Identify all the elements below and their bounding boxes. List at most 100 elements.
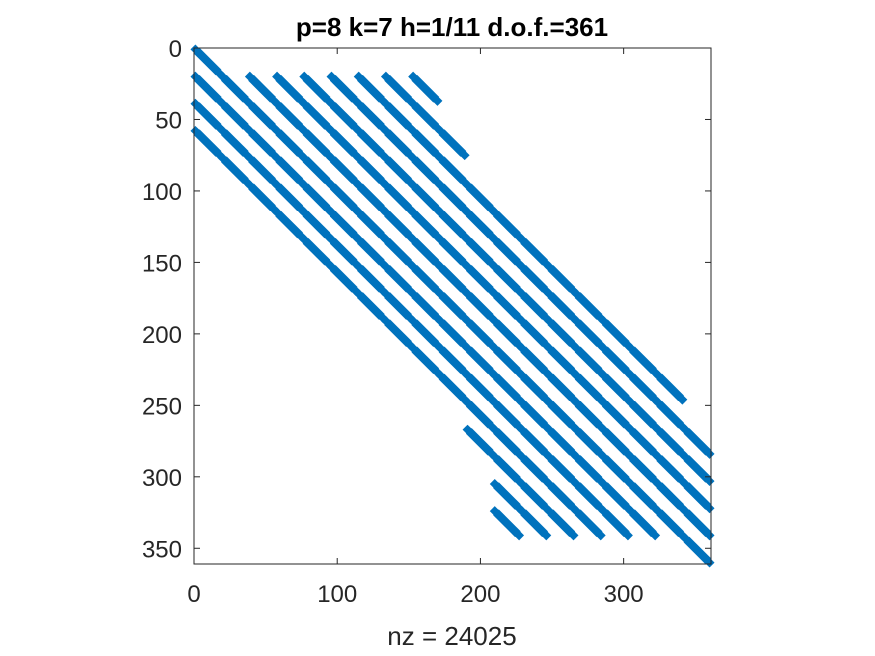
nonzero-diagonal-8-10	[462, 261, 497, 296]
y-tick-label: 0	[169, 36, 182, 63]
nonzero-diagonal-5-5	[326, 180, 361, 215]
x-axis-label: nz = 24025	[387, 621, 516, 651]
nonzero-diagonal-16-17	[653, 479, 688, 514]
nonzero-diagonal-11-14	[571, 343, 606, 378]
nonzero-diagonal-4-8	[408, 153, 443, 188]
nonzero-diagonal-15-15	[598, 451, 633, 487]
nonzero-diagonal-1-7	[380, 71, 416, 106]
nonzero-diagonal-3-1	[217, 125, 252, 161]
nonzero-diagonal-16-11	[489, 479, 525, 514]
nonzero-diagonal-17-12	[517, 506, 552, 541]
nonzero-diagonal-5-7	[380, 180, 416, 215]
nonzero-diagonal-12-11	[489, 370, 525, 405]
nonzero-diagonal-9-9	[435, 288, 470, 324]
nonzero-diagonal-8-7	[380, 261, 416, 296]
nonzero-diagonal-15-11	[489, 451, 525, 487]
nonzero-diagonal-6-8	[408, 207, 443, 242]
nonzero-diagonal-17-13	[544, 506, 579, 541]
nonzero-diagonal-14-18	[680, 424, 715, 459]
nonzero-diagonal-5-6	[353, 180, 388, 215]
nonzero-diagonal-12-14	[571, 370, 606, 405]
nonzero-diagonal-14-13	[544, 424, 579, 459]
nonzero-diagonal-4-1	[217, 153, 252, 188]
nonzero-diagonal-15-17	[653, 451, 688, 487]
x-tick-label: 100	[317, 581, 357, 608]
nonzero-diagonal-8-13	[544, 261, 579, 296]
axes-box	[193, 47, 712, 565]
nonzero-diagonal-17-15	[598, 506, 633, 541]
nonzero-diagonal-3-7	[380, 125, 416, 161]
nonzero-diagonal-9-12	[517, 288, 552, 324]
nonzero-diagonal-12-12	[517, 370, 552, 405]
nonzero-diagonal-2-8	[408, 98, 443, 133]
nonzero-diagonal-1-6	[353, 71, 388, 106]
nonzero-diagonal-2-6	[353, 98, 388, 133]
nonzero-diagonal-4-4	[299, 153, 334, 188]
nonzero-diagonal-17-18	[680, 506, 715, 541]
nonzero-diagonal-4-6	[353, 153, 388, 188]
nonzero-diagonal-9-13	[544, 288, 579, 324]
nonzero-diagonal-17-11	[489, 506, 525, 541]
nonzero-diagonal-6-4	[299, 207, 334, 242]
nonzero-diagonal-9-10	[462, 288, 497, 324]
nonzero-diagonal-14-12	[517, 424, 552, 459]
nonzero-diagonal-8-12	[517, 261, 552, 296]
nonzero-diagonal-12-15	[598, 370, 633, 405]
nonzero-diagonal-7-12	[517, 234, 552, 269]
nonzero-diagonal-14-10	[462, 424, 497, 459]
nonzero-diagonal-12-17	[653, 370, 688, 405]
nonzero-diagonal-5-3	[272, 180, 307, 215]
y-tick-label: 150	[142, 250, 182, 277]
nonzero-diagonal-10-11	[489, 316, 525, 351]
x-tick-label: 200	[460, 581, 500, 608]
nonzero-diagonal-7-4	[299, 234, 334, 269]
nonzero-diagonal-8-8	[408, 261, 443, 296]
nonzero-diagonal-3-8	[408, 125, 443, 161]
nonzero-diagonal-11-10	[462, 343, 497, 378]
nonzero-diagonal-4-7	[380, 153, 416, 188]
nonzero-diagonal-11-15	[598, 343, 633, 378]
nonzero-diagonal-14-16	[625, 424, 661, 459]
nonzero-diagonal-4-2	[244, 153, 280, 188]
nonzero-diagonal-2-1	[217, 98, 252, 133]
nonzero-diagonal-4-3	[272, 153, 307, 188]
nonzero-diagonal-1-2	[244, 71, 280, 106]
axes: 0 100 200 300 0 50 100 150 200 250 300 350	[142, 36, 712, 608]
nonzero-diagonal-3-4	[299, 125, 334, 161]
nonzero-diagonal-4-5	[326, 153, 361, 188]
nonzero-diagonal-7-9	[435, 234, 470, 269]
nonzero-diagonal-16-16	[625, 479, 661, 514]
nonzero-diagonal-7-11	[489, 234, 525, 269]
nonzero-diagonal-6-10	[462, 207, 497, 242]
nonzero-diagonal-0-0	[190, 44, 225, 79]
nonzero-diagonal-2-0	[190, 98, 225, 133]
nonzero-diagonal-15-13	[544, 451, 579, 487]
nonzero-diagonal-3-2	[244, 125, 280, 161]
nonzero-diagonal-7-6	[353, 234, 388, 269]
nonzero-diagonal-11-11	[489, 343, 525, 378]
nonzero-diagonal-6-3	[272, 207, 307, 242]
nonzero-diagonal-10-15	[598, 316, 633, 351]
nonzero-diagonal-12-9	[435, 370, 470, 405]
nonzero-diagonal-6-7	[380, 207, 416, 242]
nonzero-diagonal-9-6	[353, 288, 388, 324]
nonzero-diagonal-8-11	[489, 261, 525, 296]
nonzero-diagonal-10-13	[544, 316, 579, 351]
x-tick-label: 300	[604, 581, 644, 608]
nonzero-diagonal-5-2	[244, 180, 280, 215]
nonzero-diagonal-15-12	[517, 451, 552, 487]
nonzero-diagonal-7-8	[408, 234, 443, 269]
nonzero-diagonal-17-14	[571, 506, 606, 541]
nonzero-diagonal-1-3	[272, 71, 307, 106]
nonzero-diagonal-13-15	[598, 397, 633, 432]
nonzero-diagonal-3-3	[272, 125, 307, 161]
nonzero-diagonal-13-13	[544, 397, 579, 432]
sparsity-marks	[190, 44, 715, 568]
nonzero-diagonal-13-10	[462, 397, 497, 432]
nonzero-diagonal-6-9	[435, 207, 470, 242]
y-tick-label: 350	[142, 536, 182, 563]
nonzero-diagonal-17-16	[625, 506, 661, 541]
nonzero-diagonal-10-8	[408, 316, 443, 351]
nonzero-diagonal-2-7	[380, 98, 416, 133]
nonzero-diagonal-10-10	[462, 316, 497, 351]
